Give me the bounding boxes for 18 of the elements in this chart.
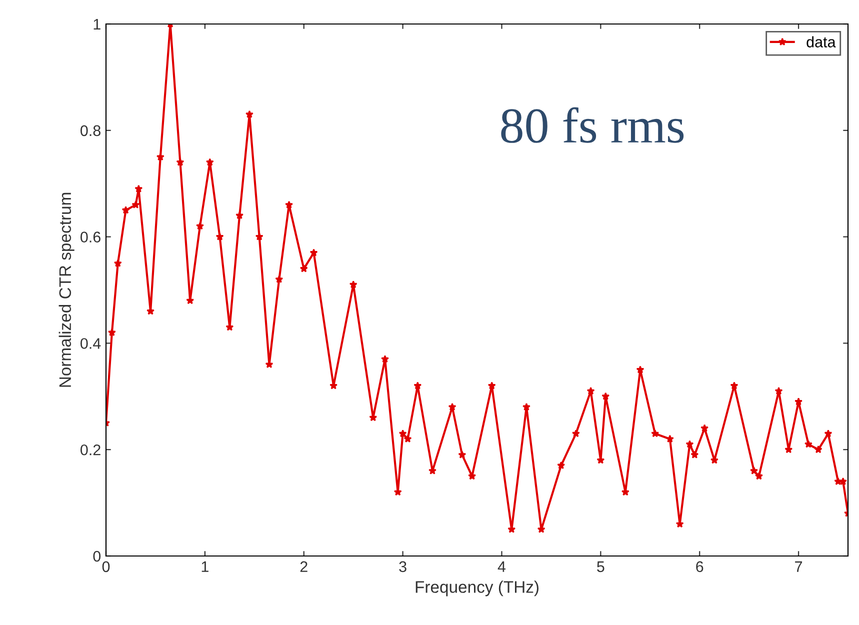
y-tick-label: 0: [93, 550, 101, 562]
x-tick-label: 1: [202, 561, 208, 572]
x-tick-label: 7: [795, 561, 802, 572]
x-tick-label: 6: [696, 561, 704, 572]
annotation: 80 fs rms: [501, 107, 684, 143]
legend-label: data: [806, 36, 836, 48]
y-tick-label: 0.4: [80, 338, 101, 349]
x-tick-label: 3: [399, 561, 406, 572]
x-tick-label: 0: [102, 561, 110, 572]
y-tick-label: 0.6: [80, 232, 100, 242]
x-tick-label: 4: [498, 561, 506, 572]
y-tick-label: 0.2: [80, 444, 100, 456]
x-tick-label: 2: [300, 561, 308, 572]
x-axis-title: Frequency (THz): [416, 580, 538, 596]
x-tick-label: 5: [597, 561, 604, 572]
y-tick-label: 1: [94, 19, 100, 30]
y-tick-label: 0.8: [80, 125, 100, 136]
y-axis-title: Normalized CTR spectrum: [58, 192, 74, 387]
